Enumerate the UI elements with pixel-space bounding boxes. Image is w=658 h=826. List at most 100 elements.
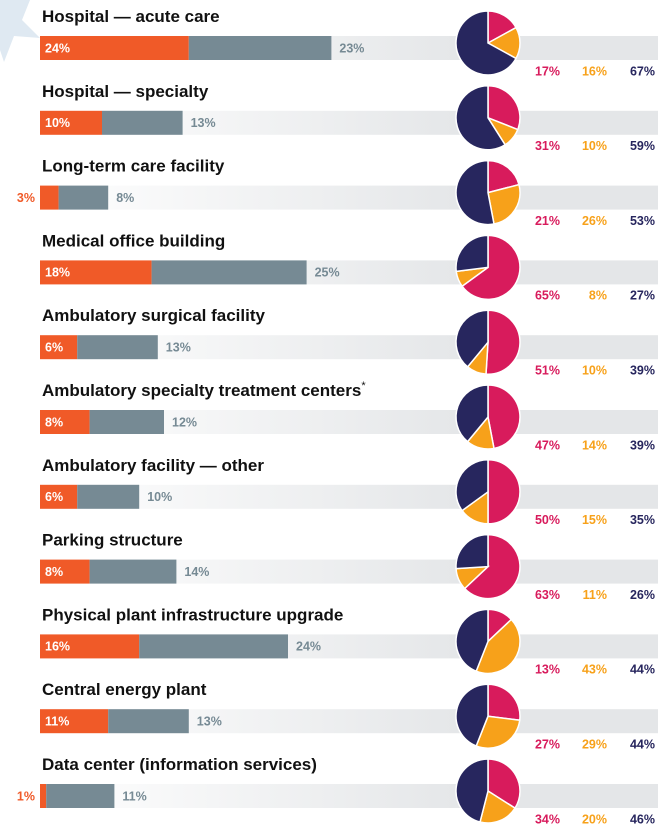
pie-label: 13% <box>535 663 560 677</box>
pie-label: 67% <box>630 64 655 78</box>
bar-primary-label: 3% <box>17 191 35 205</box>
bar-primary <box>40 410 90 434</box>
pie-slice <box>463 533 521 600</box>
bar-primary <box>40 784 47 808</box>
bar-secondary <box>102 110 183 135</box>
row-band <box>40 484 658 509</box>
row-label-text: Hospital — acute care <box>42 7 220 26</box>
bar-secondary <box>139 634 288 659</box>
pie-slice <box>455 85 507 151</box>
bar-secondary-label: 13% <box>197 714 222 728</box>
pie-label: 10% <box>582 139 607 153</box>
pie-label: 53% <box>630 214 655 228</box>
pie-label: 15% <box>582 513 607 527</box>
pie-label: 27% <box>630 289 655 303</box>
bar-secondary <box>188 36 332 60</box>
bar-primary <box>40 484 78 509</box>
pie-label: 11% <box>583 588 607 602</box>
bar-secondary <box>151 260 307 285</box>
pie-label: 31% <box>535 139 560 153</box>
footnote-mark: * <box>361 380 366 392</box>
pie-slice <box>479 789 517 824</box>
row-label: Central energy plant <box>42 681 207 700</box>
pie-slice <box>455 683 489 747</box>
bar-secondary <box>77 484 140 509</box>
bar-secondary-label: 14% <box>184 565 209 579</box>
bar-primary <box>40 185 59 210</box>
row-label: Ambulatory facility — other <box>42 456 264 475</box>
row-label: Physical plant infrastructure upgrade <box>42 606 343 625</box>
row-label: Ambulatory specialty treatment centers* <box>42 380 366 401</box>
row-label-text: Physical plant infrastructure upgrade <box>42 606 343 625</box>
bar-primary-label: 8% <box>45 565 63 579</box>
row-label-text: Central energy plant <box>42 681 207 700</box>
pie-label: 29% <box>582 737 607 751</box>
pie-label: 39% <box>630 438 655 452</box>
pie-label: 59% <box>630 139 655 153</box>
pie-label: 26% <box>582 214 607 228</box>
row-label-text: Data center (information services) <box>42 755 317 774</box>
row-label: Parking structure <box>42 531 183 550</box>
bar-secondary-label: 13% <box>191 116 216 130</box>
pie-slice <box>487 683 521 722</box>
bar-secondary-label: 23% <box>339 41 364 55</box>
pie-label: 26% <box>630 588 655 602</box>
pie-slice <box>487 183 521 225</box>
bar-secondary <box>58 185 109 210</box>
bar-primary <box>40 634 140 659</box>
bar-secondary <box>89 410 164 434</box>
pie-label: 44% <box>630 663 655 677</box>
pie-slice <box>487 85 521 131</box>
pie-label: 44% <box>630 737 655 751</box>
decor-star <box>0 0 40 62</box>
bar-primary-label: 1% <box>17 789 35 803</box>
row-label: Hospital — acute care <box>42 7 220 26</box>
pie-slice <box>485 309 521 375</box>
bar-secondary <box>77 335 158 360</box>
row-label-text: Ambulatory specialty treatment centers <box>42 381 361 400</box>
pie-label: 16% <box>582 64 607 78</box>
pie-label: 8% <box>589 289 607 303</box>
pie-slice <box>455 533 489 570</box>
row-label: Ambulatory surgical facility <box>42 307 265 326</box>
pie-label: 21% <box>535 214 560 228</box>
bar-secondary-label: 13% <box>166 340 191 354</box>
bar-primary-label: 10% <box>45 116 70 130</box>
row-band <box>40 185 658 210</box>
pie-label: 50% <box>535 513 560 527</box>
pie-slice <box>487 384 521 450</box>
bar-secondary-label: 10% <box>147 490 172 504</box>
bar-primary <box>40 559 90 584</box>
pie-label: 27% <box>535 737 560 751</box>
pie-label: 47% <box>535 438 560 452</box>
pie-slice <box>455 309 489 368</box>
bar-secondary <box>108 709 189 734</box>
pie-slice <box>455 608 489 673</box>
pie-label: 35% <box>630 513 655 527</box>
bar-primary-label: 8% <box>45 415 63 429</box>
pie-label: 39% <box>630 363 655 377</box>
bar-primary-label: 6% <box>45 340 63 354</box>
pie-label: 51% <box>535 363 560 377</box>
bar-primary <box>40 709 109 734</box>
bar-primary <box>40 110 102 135</box>
row-label-text: Long-term care facility <box>42 157 225 176</box>
pie-slice <box>455 159 495 226</box>
pie-slice <box>455 234 489 273</box>
pie-label: 10% <box>582 363 607 377</box>
row-label-text: Parking structure <box>42 531 183 550</box>
row-label: Long-term care facility <box>42 157 225 176</box>
bar-primary-label: 6% <box>45 490 63 504</box>
bar-secondary-label: 24% <box>296 640 321 654</box>
bar-secondary <box>46 784 115 808</box>
row-label: Medical office building <box>42 232 225 251</box>
pie-label: 17% <box>535 64 560 78</box>
bar-primary-label: 11% <box>45 714 69 728</box>
pie-label: 46% <box>630 812 655 826</box>
pie-label: 14% <box>582 438 607 452</box>
pie-label: 65% <box>535 289 560 303</box>
row-band <box>40 784 658 808</box>
bar-primary-label: 16% <box>45 640 70 654</box>
bar-primary <box>40 36 189 60</box>
